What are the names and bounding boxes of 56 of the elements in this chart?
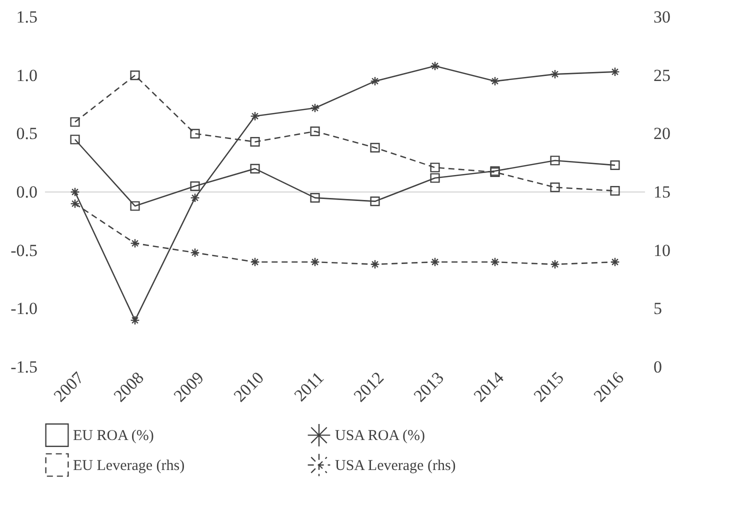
y2-tick-label: 10: [654, 240, 670, 260]
y-tick-label: -1.0: [10, 299, 38, 318]
point: [370, 142, 380, 152]
point: [310, 103, 320, 113]
point: [70, 198, 80, 208]
point: [130, 70, 140, 80]
point: [490, 257, 500, 267]
point: [610, 67, 620, 77]
point: [250, 164, 260, 174]
y2-tick-label: 30: [654, 8, 670, 26]
point: [190, 181, 200, 191]
y2-tick-label: 0: [654, 358, 662, 376]
y-tick-label: 0.0: [16, 182, 38, 202]
point: [610, 257, 620, 267]
point: [550, 182, 560, 192]
point: [190, 128, 200, 138]
point: [430, 257, 440, 267]
y-tick-label: -0.5: [10, 240, 38, 260]
point: [610, 160, 620, 170]
point: [250, 111, 260, 121]
point: [190, 193, 200, 203]
point: [250, 257, 260, 267]
point: [550, 69, 560, 79]
point: [550, 156, 560, 166]
point: [250, 137, 260, 147]
legend-label: EU ROA (%): [73, 428, 154, 444]
point: [370, 260, 380, 270]
point: [70, 117, 80, 127]
y2-tick-label: 20: [654, 124, 670, 144]
point: [370, 76, 380, 86]
point: [310, 126, 320, 136]
y-tick-label: -1.5: [10, 358, 38, 376]
y-tick-label: 0.5: [16, 124, 38, 144]
y-tick-label: 1.0: [16, 66, 38, 85]
point: [430, 162, 440, 172]
point: [610, 186, 620, 196]
point: [430, 61, 440, 71]
point: [130, 316, 140, 326]
y2-tick-label: 25: [654, 66, 670, 85]
point: [370, 196, 380, 206]
point: [430, 173, 440, 183]
point: [190, 248, 200, 258]
legend-label: EU Leverage (rhs): [73, 458, 185, 474]
point: [310, 257, 320, 267]
point: [310, 193, 320, 203]
point: [490, 76, 500, 86]
y2-tick-label: 15: [654, 182, 670, 202]
point: [130, 201, 140, 211]
legend-label: USA Leverage (rhs): [335, 458, 456, 474]
point: [70, 134, 80, 144]
y2-tick-label: 5: [654, 299, 662, 318]
point: [130, 238, 140, 248]
point: [70, 187, 80, 197]
y-tick-label: 1.5: [16, 8, 38, 26]
point: [550, 260, 560, 270]
legend-label: USA ROA (%): [335, 428, 426, 444]
